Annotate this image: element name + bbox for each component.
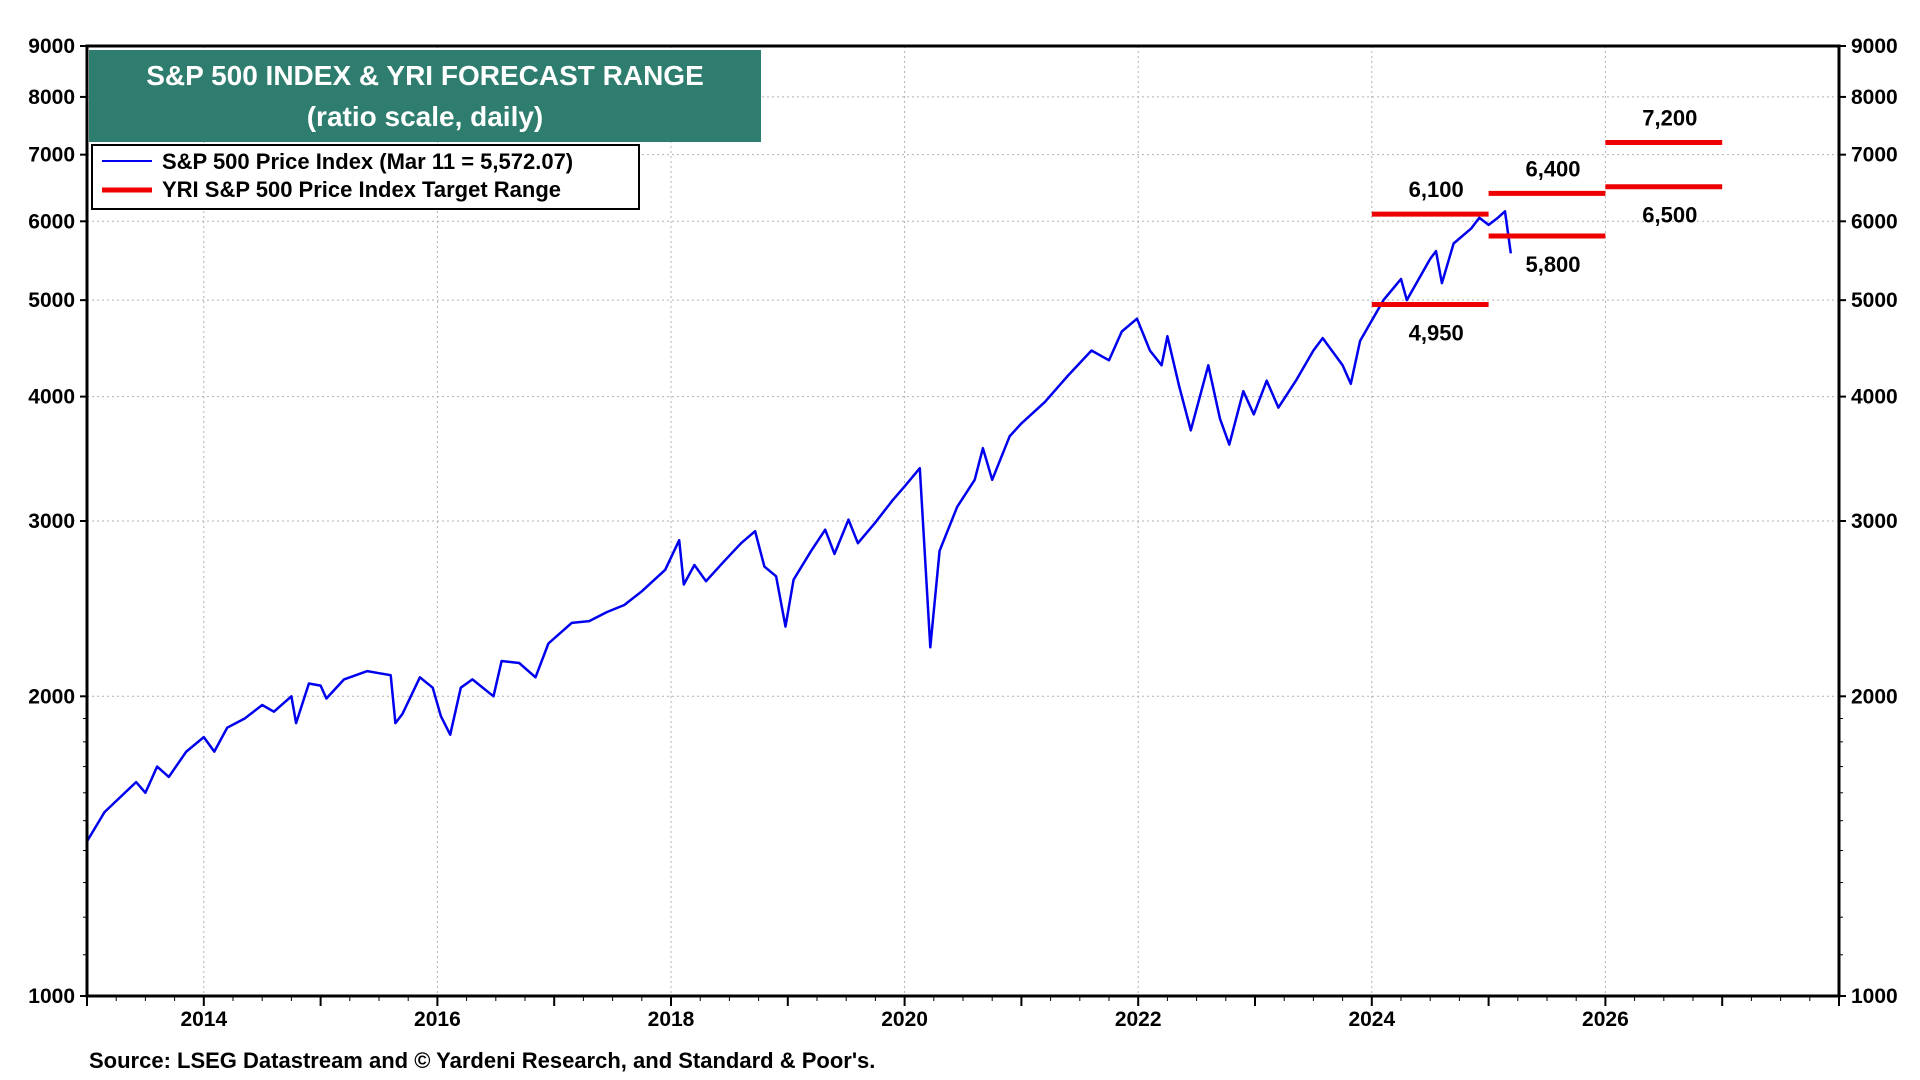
legend-background (91, 144, 640, 210)
y-tick-label-right-8000: 8000 (1851, 86, 1898, 109)
y-tick-label-right-5000: 5000 (1851, 289, 1898, 312)
x-tick-label-2016: 2016 (414, 1008, 461, 1031)
tick-layer: 1000 1000 2000 2000 3000 3000 4000 4000 5000 5000… (28, 35, 1897, 1031)
target-label-5800: 5,800 (1525, 252, 1580, 277)
x-tick-label-2018: 2018 (648, 1008, 695, 1031)
y-tick-label-left-4000: 4000 (28, 386, 75, 409)
legend-label-sp500: S&P 500 Price Index (Mar 11 = 5,572.07) (162, 149, 573, 174)
y-tick-label-left-8000: 8000 (28, 86, 75, 109)
source-note: Source: LSEG Datastream and © Yardeni Re… (89, 1048, 875, 1073)
y-tick-label-left-9000: 9000 (28, 35, 75, 58)
x-tick-label-2026: 2026 (1582, 1008, 1629, 1031)
target-label-7200: 7,200 (1642, 105, 1697, 130)
y-tick-label-right-2000: 2000 (1851, 685, 1898, 708)
y-tick-label-left-3000: 3000 (28, 510, 75, 533)
series-layer (85, 210, 1513, 843)
target-layer: 4,950 6,100 5,800 6,400 6,500 7,200 (1371, 105, 1723, 345)
x-tick-label-2022: 2022 (1115, 1008, 1162, 1031)
chart-subtitle: (ratio scale, daily) (307, 101, 544, 132)
y-tick-label-right-6000: 6000 (1851, 210, 1898, 233)
y-tick-label-right-3000: 3000 (1851, 510, 1898, 533)
y-tick-label-left-7000: 7000 (28, 144, 75, 167)
x-tick-label-2020: 2020 (881, 1008, 928, 1031)
target-label-6100: 6,100 (1409, 177, 1464, 202)
plot-frame (85, 44, 1841, 998)
target-label-4950: 4,950 (1409, 320, 1464, 345)
title-background (89, 50, 761, 142)
y-tick-label-left-2000: 2000 (28, 685, 75, 708)
y-tick-label-right-1000: 1000 (1851, 985, 1898, 1008)
y-tick-label-left-6000: 6000 (28, 210, 75, 233)
legend-label-target: YRI S&P 500 Price Index Target Range (162, 177, 561, 202)
legend-box: S&P 500 Price Index (Mar 11 = 5,572.07) … (91, 144, 640, 210)
grid-layer (87, 46, 1839, 996)
y-tick-label-right-7000: 7000 (1851, 144, 1898, 167)
title-box: S&P 500 INDEX & YRI FORECAST RANGE (rati… (89, 50, 761, 142)
y-tick-label-left-5000: 5000 (28, 289, 75, 312)
x-tick-label-2014: 2014 (180, 1008, 227, 1031)
chart-title: S&P 500 INDEX & YRI FORECAST RANGE (146, 60, 704, 91)
x-tick-label-2024: 2024 (1348, 1008, 1395, 1031)
target-label-6500: 6,500 (1642, 203, 1697, 228)
y-tick-label-left-1000: 1000 (28, 985, 75, 1008)
sp500-price-line (85, 210, 1513, 843)
y-tick-label-right-9000: 9000 (1851, 35, 1898, 58)
target-label-6400: 6,400 (1525, 156, 1580, 181)
y-tick-label-right-4000: 4000 (1851, 386, 1898, 409)
